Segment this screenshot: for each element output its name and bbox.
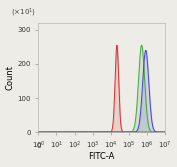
Text: 0: 0 [36,143,41,149]
X-axis label: FITC-A: FITC-A [88,152,115,161]
Y-axis label: Count: Count [5,65,15,90]
Text: $(\times10^{1})$: $(\times10^{1})$ [11,6,36,19]
